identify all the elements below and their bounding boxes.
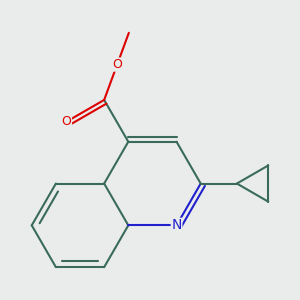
Text: N: N (171, 218, 182, 233)
Text: O: O (61, 115, 71, 128)
Text: O: O (112, 58, 122, 71)
